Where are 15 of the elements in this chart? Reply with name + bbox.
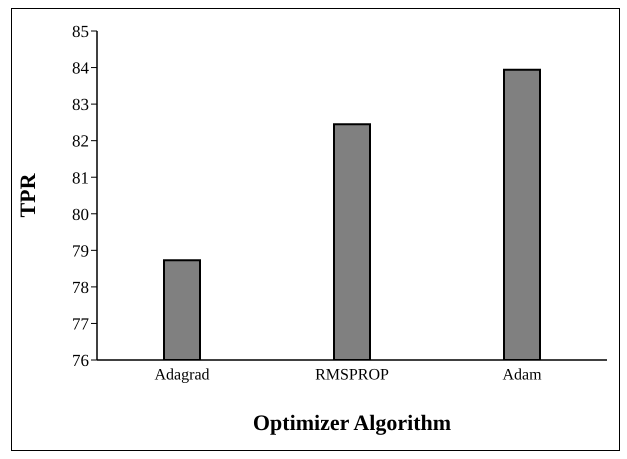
y-tick-label: 85 [72, 22, 89, 42]
x-axis-title: Optimizer Algorithm [252, 410, 452, 435]
y-tick-label: 76 [72, 351, 89, 370]
y-tick-label: 81 [72, 168, 89, 188]
y-tick-label: 83 [72, 95, 89, 114]
y-axis-title: TPR [14, 172, 40, 218]
y-tick-label: 82 [72, 132, 89, 151]
x-tick-label: Adagrad [154, 366, 210, 384]
y-tick-label: 80 [72, 204, 89, 224]
x-tick-label: RMSPROP [315, 366, 390, 384]
y-tick-label: 78 [72, 278, 89, 297]
y-tick-label: 79 [72, 241, 89, 260]
y-tick-label: 84 [72, 58, 90, 78]
y-tick-label: 77 [72, 314, 90, 334]
x-tick-label: Adam [502, 366, 542, 384]
